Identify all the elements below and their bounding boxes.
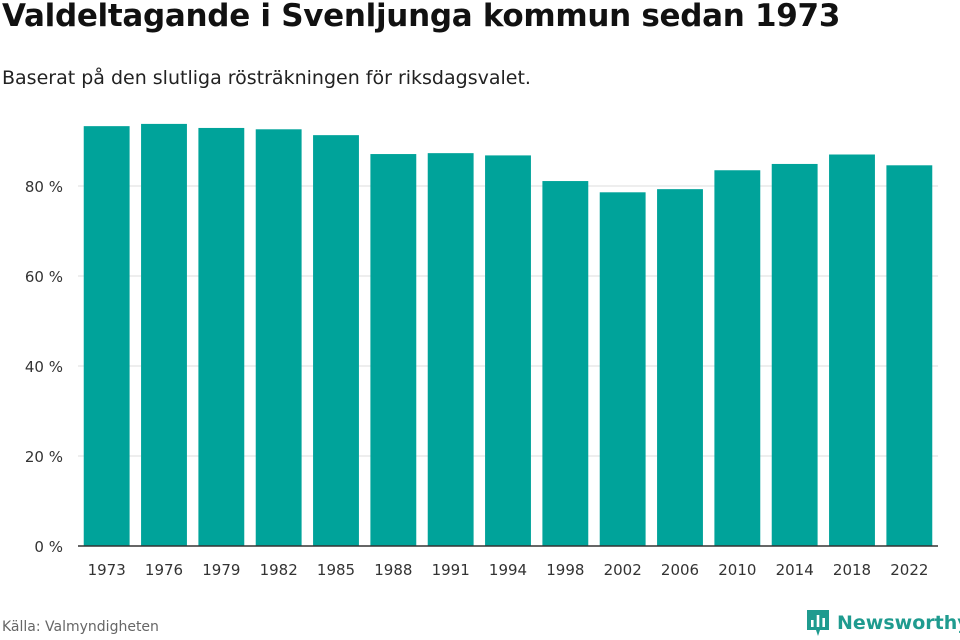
bar bbox=[255, 129, 302, 547]
newsworthy-logo-icon bbox=[807, 610, 829, 636]
x-tick-label: 1994 bbox=[489, 561, 527, 579]
x-tick-label: 1982 bbox=[260, 561, 298, 579]
x-tick-label: 1988 bbox=[374, 561, 412, 579]
x-tick-label: 1998 bbox=[546, 561, 584, 579]
bar bbox=[829, 154, 875, 546]
bar bbox=[427, 153, 474, 546]
bar bbox=[313, 135, 359, 546]
x-tick-label: 2022 bbox=[890, 561, 928, 579]
bar bbox=[599, 192, 646, 547]
chart-title: Valdeltagande i Svenljunga kommun sedan … bbox=[2, 0, 841, 34]
bar bbox=[485, 155, 531, 546]
x-tick-label: 1973 bbox=[88, 561, 126, 579]
x-tick-label: 2018 bbox=[833, 561, 871, 579]
brand-logo[interactable]: Newsworthy bbox=[805, 607, 960, 639]
y-tick-label: 20 % bbox=[25, 448, 63, 466]
bar bbox=[771, 163, 818, 546]
x-tick-label: 2006 bbox=[661, 561, 699, 579]
bar bbox=[886, 165, 933, 547]
x-tick-label: 2002 bbox=[604, 561, 642, 579]
bar bbox=[198, 127, 245, 546]
x-tick-label: 1976 bbox=[145, 561, 183, 579]
x-tick-label: 1979 bbox=[202, 561, 240, 579]
chart-subtitle: Baserat på den slutliga rösträkningen fö… bbox=[2, 67, 531, 89]
brand-name: Newsworthy bbox=[837, 612, 960, 634]
source-note: Källa: Valmyndigheten bbox=[2, 619, 159, 635]
y-tick-label: 60 % bbox=[25, 268, 63, 286]
x-tick-label: 2014 bbox=[776, 561, 814, 579]
bar bbox=[141, 123, 187, 547]
bar bbox=[714, 170, 761, 546]
bar bbox=[657, 189, 703, 546]
bar bbox=[542, 181, 589, 547]
bar bbox=[83, 126, 130, 547]
y-tick-label: 0 % bbox=[34, 538, 63, 556]
bar bbox=[370, 154, 417, 547]
x-tick-label: 1991 bbox=[432, 561, 470, 579]
y-tick-label: 40 % bbox=[25, 358, 63, 376]
x-tick-label: 1985 bbox=[317, 561, 355, 579]
y-tick-label: 80 % bbox=[25, 178, 63, 196]
x-tick-label: 2010 bbox=[718, 561, 756, 579]
